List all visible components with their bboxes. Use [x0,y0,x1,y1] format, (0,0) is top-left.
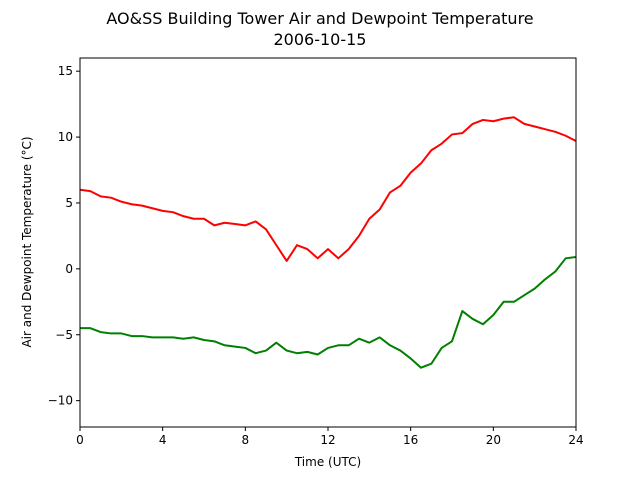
chart-subtitle: 2006-10-15 [274,30,367,49]
series-line [79,116,577,262]
plot-frame [79,57,577,428]
x-tick-label: 24 [568,433,583,447]
x-axis-label: Time (UTC) [294,455,361,469]
x-tick-label: 4 [159,433,167,447]
y-tick-label: 15 [58,64,73,78]
y-tick-label: 10 [58,130,73,144]
y-tick-label: 0 [65,262,73,276]
x-tick-label: 12 [320,433,335,447]
y-tick-label: −5 [55,328,73,342]
series-line [80,256,577,369]
y-tick-label: 5 [65,196,73,210]
x-tick-label: 0 [76,433,84,447]
y-tick-label: −10 [48,394,73,408]
chart-title: AO&SS Building Tower Air and Dewpoint Te… [106,9,533,28]
x-tick-label: 16 [403,433,418,447]
x-tick-label: 20 [486,433,501,447]
x-tick-label: 8 [242,433,250,447]
y-axis-label: Air and Dewpoint Temperature (°C) [20,136,34,347]
